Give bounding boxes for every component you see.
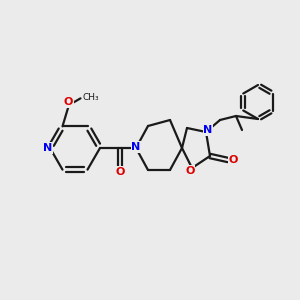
Text: O: O: [115, 167, 125, 177]
Text: N: N: [44, 143, 52, 153]
Text: O: O: [228, 155, 238, 165]
Text: CH₃: CH₃: [82, 93, 99, 102]
Text: N: N: [203, 125, 213, 135]
Text: O: O: [64, 97, 73, 107]
Text: N: N: [131, 142, 141, 152]
Text: O: O: [185, 166, 195, 176]
